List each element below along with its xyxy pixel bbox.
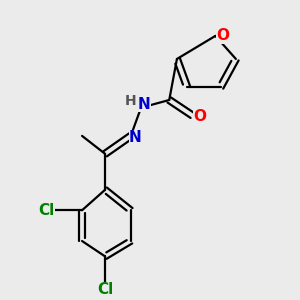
Text: N: N bbox=[138, 97, 151, 112]
Text: N: N bbox=[129, 130, 142, 145]
Text: H: H bbox=[124, 94, 136, 107]
Text: O: O bbox=[194, 109, 206, 124]
Text: O: O bbox=[216, 28, 229, 44]
Text: Cl: Cl bbox=[38, 203, 55, 218]
Text: Cl: Cl bbox=[97, 282, 113, 297]
